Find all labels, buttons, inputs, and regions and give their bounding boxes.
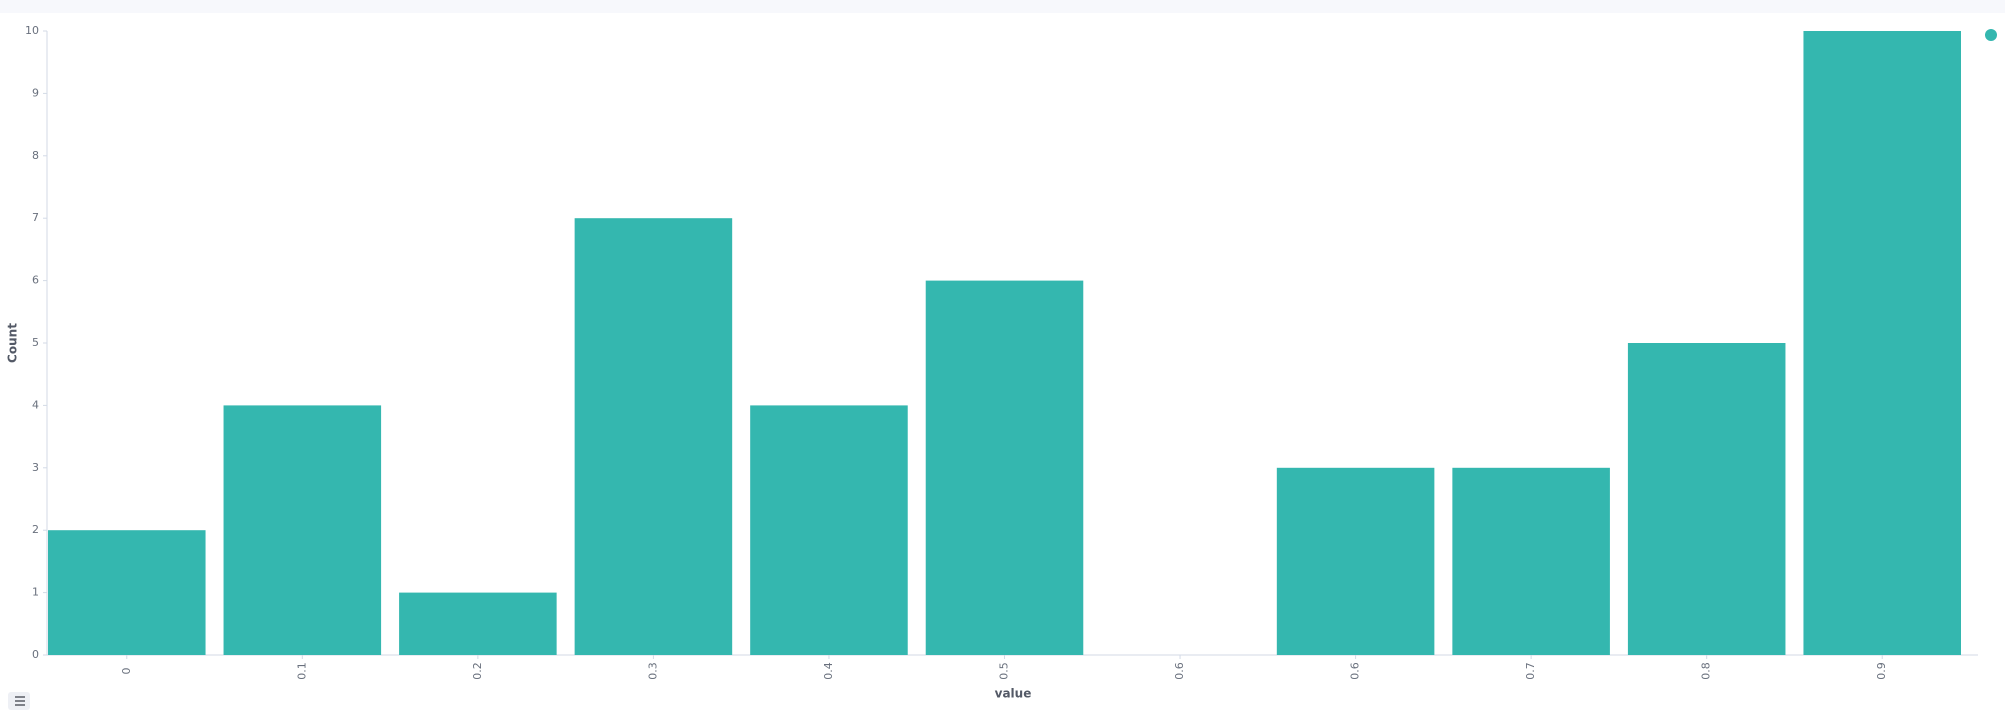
y-tick-label: 8 [32, 149, 39, 162]
x-tick-label: 0 [120, 668, 133, 675]
y-tick-label: 10 [25, 24, 39, 37]
legend-toggle-icon [15, 696, 25, 706]
bar [1803, 31, 1961, 655]
top-strip [0, 0, 2005, 13]
bar [925, 280, 1084, 655]
x-tick-label: 0.9 [1875, 662, 1888, 680]
x-tick-label: 0.3 [646, 662, 659, 680]
x-axis-title: value [995, 687, 1032, 701]
x-tick-label: 0.5 [998, 662, 1011, 680]
x-tick-label: 0.6 [1349, 662, 1362, 680]
bar [1627, 343, 1786, 655]
x-tick-label: 0.7 [1524, 662, 1537, 680]
bar [1452, 467, 1610, 655]
legend-marker [1985, 29, 1997, 41]
bar [574, 218, 733, 655]
x-tick-label: 0.4 [822, 662, 835, 680]
y-axis-title: Count [6, 323, 20, 363]
bar [399, 592, 557, 655]
y-tick-label: 4 [32, 398, 39, 411]
y-tick-label: 1 [32, 586, 39, 599]
y-tick-label: 6 [32, 274, 39, 287]
y-tick-label: 5 [32, 336, 39, 349]
x-tick-label: 0.1 [295, 662, 308, 680]
bar [750, 405, 908, 655]
x-tick-label: 0.8 [1700, 662, 1713, 680]
x-tick-label: 0.6 [1173, 662, 1186, 680]
y-tick-label: 0 [32, 648, 39, 661]
y-tick-label: 2 [32, 523, 39, 536]
bar [223, 405, 382, 655]
y-tick-label: 9 [32, 86, 39, 99]
bar [1276, 467, 1435, 655]
bar [48, 530, 206, 655]
y-tick-label: 7 [32, 211, 39, 224]
x-tick-label: 0.2 [471, 662, 484, 680]
y-tick-label: 3 [32, 461, 39, 474]
